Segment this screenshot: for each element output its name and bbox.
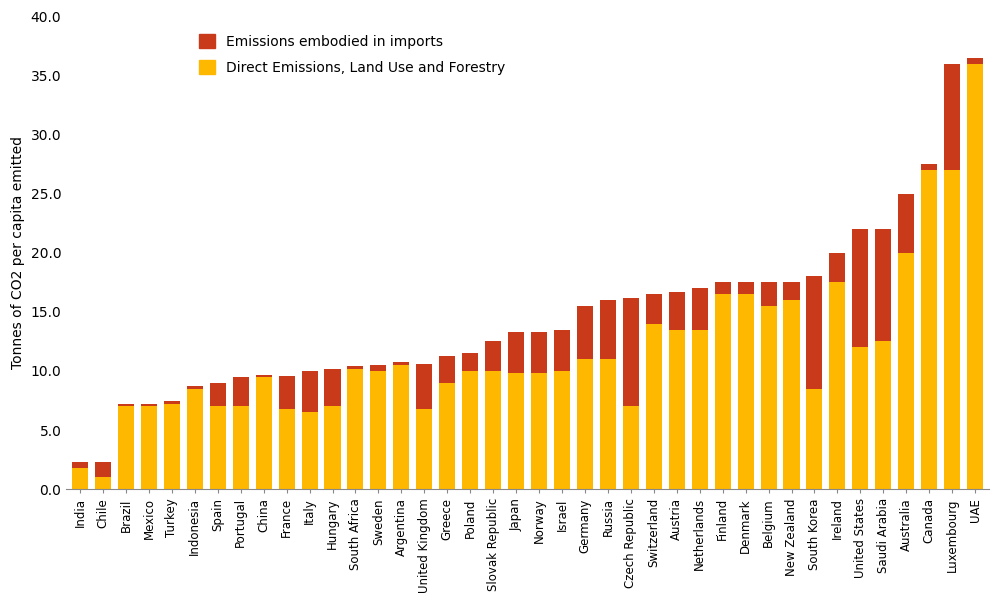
- Bar: [692, 288, 708, 330]
- Bar: [279, 409, 295, 489]
- Bar: [921, 164, 937, 170]
- Bar: [829, 283, 845, 489]
- Y-axis label: Tonnes of CO2 per capita emitted: Tonnes of CO2 per capita emitted: [11, 137, 25, 370]
- Bar: [370, 371, 386, 489]
- Bar: [370, 365, 386, 371]
- Bar: [715, 294, 731, 489]
- Bar: [554, 371, 570, 489]
- Bar: [439, 356, 455, 383]
- Bar: [141, 406, 157, 489]
- Bar: [531, 373, 547, 489]
- Bar: [462, 371, 478, 489]
- Bar: [669, 292, 685, 330]
- Bar: [485, 371, 501, 489]
- Bar: [210, 383, 226, 406]
- Bar: [324, 406, 341, 489]
- Bar: [531, 332, 547, 373]
- Bar: [944, 170, 960, 489]
- Bar: [233, 406, 249, 489]
- Bar: [761, 306, 777, 489]
- Bar: [508, 332, 524, 373]
- Bar: [646, 294, 662, 324]
- Bar: [164, 400, 180, 404]
- Bar: [806, 389, 822, 489]
- Bar: [738, 294, 754, 489]
- Bar: [462, 353, 478, 371]
- Bar: [944, 64, 960, 170]
- Bar: [623, 406, 639, 489]
- Bar: [210, 406, 226, 489]
- Bar: [715, 283, 731, 294]
- Bar: [347, 366, 363, 368]
- Bar: [141, 404, 157, 406]
- Bar: [187, 387, 203, 389]
- Bar: [600, 300, 616, 359]
- Bar: [95, 462, 111, 477]
- Bar: [554, 330, 570, 371]
- Bar: [72, 462, 88, 468]
- Bar: [921, 170, 937, 489]
- Bar: [302, 413, 318, 489]
- Bar: [829, 253, 845, 283]
- Bar: [692, 330, 708, 489]
- Bar: [623, 298, 639, 406]
- Bar: [485, 341, 501, 371]
- Bar: [852, 230, 868, 347]
- Bar: [416, 409, 432, 489]
- Bar: [761, 283, 777, 306]
- Bar: [393, 365, 409, 489]
- Bar: [72, 468, 88, 489]
- Bar: [302, 371, 318, 413]
- Bar: [738, 283, 754, 294]
- Bar: [256, 374, 272, 377]
- Bar: [393, 362, 409, 365]
- Bar: [577, 359, 593, 489]
- Bar: [118, 404, 134, 406]
- Bar: [577, 306, 593, 359]
- Bar: [783, 300, 800, 489]
- Bar: [187, 389, 203, 489]
- Bar: [600, 359, 616, 489]
- Bar: [806, 277, 822, 389]
- Legend: Emissions embodied in imports, Direct Emissions, Land Use and Forestry: Emissions embodied in imports, Direct Em…: [193, 28, 511, 80]
- Bar: [164, 404, 180, 489]
- Bar: [233, 377, 249, 406]
- Bar: [967, 58, 983, 64]
- Bar: [347, 368, 363, 489]
- Bar: [898, 194, 914, 253]
- Bar: [508, 373, 524, 489]
- Bar: [439, 383, 455, 489]
- Bar: [898, 253, 914, 489]
- Bar: [324, 368, 341, 406]
- Bar: [967, 64, 983, 489]
- Bar: [118, 406, 134, 489]
- Bar: [669, 330, 685, 489]
- Bar: [95, 477, 111, 489]
- Bar: [875, 341, 891, 489]
- Bar: [279, 376, 295, 409]
- Bar: [875, 230, 891, 341]
- Bar: [416, 364, 432, 409]
- Bar: [256, 377, 272, 489]
- Bar: [646, 324, 662, 489]
- Bar: [852, 347, 868, 489]
- Bar: [783, 283, 800, 300]
